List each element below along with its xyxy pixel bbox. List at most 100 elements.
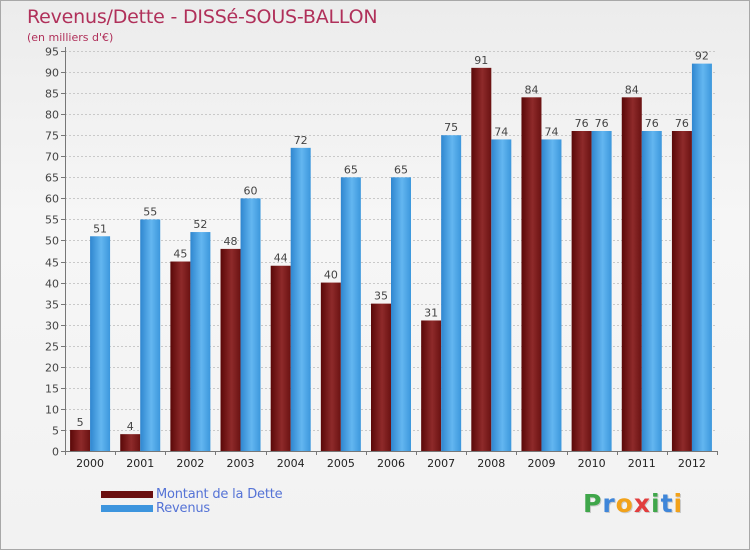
value-label-revenue: 65 [394, 163, 408, 176]
value-label-revenue: 92 [695, 50, 709, 63]
bar-debt [571, 131, 592, 451]
value-label-revenue: 74 [544, 125, 558, 138]
value-label-revenue: 76 [645, 117, 659, 130]
y-tick-label: 25 [45, 341, 59, 354]
y-tick-label: 80 [45, 109, 59, 122]
bar-debt [220, 248, 241, 451]
legend-swatch-debt [101, 491, 153, 498]
x-tick-label: 2008 [477, 457, 505, 470]
bar-revenue [541, 139, 562, 451]
bar-revenue [140, 219, 161, 451]
y-tick-label: 15 [45, 383, 59, 396]
y-tick-label: 90 [45, 67, 59, 80]
bar-debt [270, 265, 291, 451]
logo-letter: o [615, 489, 634, 518]
value-label-debt: 31 [424, 306, 438, 319]
bar-revenue [691, 63, 712, 451]
value-label-debt: 76 [575, 117, 589, 130]
bar-revenue [90, 236, 111, 451]
value-label-revenue: 76 [595, 117, 609, 130]
y-tick-label: 5 [52, 425, 59, 438]
y-tick-label: 85 [45, 88, 59, 101]
y-tick-label: 20 [45, 362, 59, 375]
value-label-debt: 5 [77, 416, 84, 429]
value-label-revenue: 55 [143, 205, 157, 218]
axes: 0510152025303540455055606570758085909520… [45, 46, 718, 470]
y-tick-label: 35 [45, 299, 59, 312]
legend-swatch-revenue [101, 505, 153, 512]
value-label-revenue: 74 [494, 125, 508, 138]
logo-letter: P [583, 489, 603, 518]
x-tick-label: 2004 [277, 457, 305, 470]
value-label-revenue: 60 [244, 184, 258, 197]
bar-revenue [491, 139, 512, 451]
value-label-debt: 4 [127, 420, 134, 433]
y-tick-label: 75 [45, 130, 59, 143]
value-label-revenue: 51 [93, 222, 107, 235]
chart-subtitle: (en milliers d'€) [27, 31, 114, 44]
bar-debt [371, 303, 391, 451]
x-tick-label: 2003 [227, 457, 255, 470]
bar-revenue [591, 131, 612, 451]
legend-label-debt: Montant de la Dette [156, 487, 283, 502]
value-label-debt: 35 [374, 290, 388, 303]
bar-debt [421, 320, 442, 451]
x-tick-label: 2012 [678, 457, 706, 470]
y-tick-label: 0 [52, 446, 59, 459]
bar-debt [471, 67, 492, 451]
bar-debt [120, 434, 141, 451]
value-label-revenue: 65 [344, 163, 358, 176]
bar-revenue [641, 131, 662, 451]
value-label-revenue: 75 [444, 121, 458, 134]
legend-label-revenue: Revenus [156, 501, 210, 516]
proxiti-logo: Proxiti [583, 489, 683, 518]
bar-debt [320, 282, 341, 451]
y-tick-label: 60 [45, 193, 59, 206]
value-label-debt: 76 [675, 117, 689, 130]
bar-debt [671, 131, 692, 451]
x-tick-label: 2007 [427, 457, 455, 470]
x-tick-label: 2010 [578, 457, 606, 470]
bar-debt [70, 429, 91, 451]
value-label-debt: 48 [224, 235, 238, 248]
bar-revenue [190, 232, 211, 451]
value-label-debt: 45 [173, 248, 187, 261]
logo-letter: t [660, 489, 674, 518]
x-tick-label: 2011 [628, 457, 656, 470]
value-label-debt: 84 [625, 83, 639, 96]
x-tick-label: 2001 [126, 457, 154, 470]
logo-letter: x [633, 489, 651, 518]
y-tick-label: 45 [45, 257, 59, 270]
x-tick-label: 2002 [176, 457, 204, 470]
y-tick-label: 10 [45, 404, 59, 417]
value-label-debt: 91 [474, 54, 488, 67]
data-labels: 5 51 4 55 45 52 48 60 44 72 40 65 35 65 31 75 91 74 84 74 76… [77, 50, 709, 434]
y-tick-label: 40 [45, 278, 59, 291]
x-tick-label: 2006 [377, 457, 405, 470]
bar-debt [621, 97, 642, 451]
logo-letter: i [651, 489, 661, 518]
y-tick-label: 30 [45, 320, 59, 333]
bar-debt [170, 261, 191, 451]
value-label-debt: 40 [324, 269, 338, 282]
value-label-revenue: 52 [193, 218, 207, 231]
y-tick-label: 95 [45, 46, 59, 59]
value-label-debt: 44 [274, 252, 288, 265]
y-tick-label: 55 [45, 214, 59, 227]
x-tick-label: 2000 [76, 457, 104, 470]
value-label-revenue: 72 [294, 134, 308, 147]
x-tick-label: 2005 [327, 457, 355, 470]
bar-revenue [340, 177, 361, 451]
bar-revenue [240, 198, 261, 451]
bar-revenue [290, 147, 311, 451]
y-tick-label: 65 [45, 172, 59, 185]
bar-revenue [391, 177, 411, 451]
y-tick-label: 70 [45, 151, 59, 164]
bar-revenue [441, 135, 462, 452]
bar-debt [521, 97, 542, 451]
y-tick-label: 50 [45, 235, 59, 248]
value-label-debt: 84 [524, 83, 538, 96]
logo-letter: r [602, 489, 616, 518]
